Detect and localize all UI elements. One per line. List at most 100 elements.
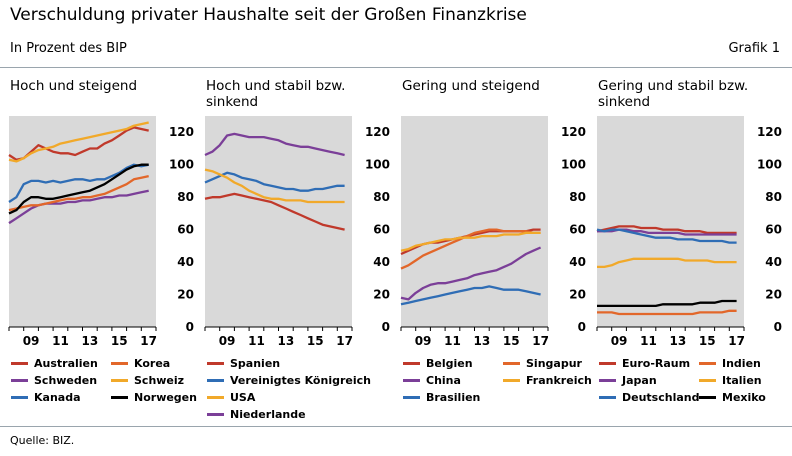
series-line-schweiz <box>8 121 149 163</box>
legend-swatch <box>699 361 716 365</box>
legend-item: Spanien <box>207 357 280 370</box>
x-tick-label: 11 <box>640 334 657 348</box>
legend-label: Niederlande <box>230 408 306 421</box>
legend-swatch <box>599 395 616 399</box>
legend-swatch <box>11 361 28 365</box>
legend-item: Mexiko <box>699 391 766 404</box>
x-tick-label: 11 <box>52 334 69 348</box>
x-tick-label: 11 <box>444 334 461 348</box>
legend-item: Vereinigtes Königreich <box>207 374 371 387</box>
x-tick-label: 13 <box>669 334 686 348</box>
x-tick-label: 17 <box>140 334 157 348</box>
y-tick-label: 80 <box>765 190 782 204</box>
y-tick-label: 80 <box>177 190 194 204</box>
series-line-kanada <box>8 163 149 203</box>
series-line-schweden <box>8 189 149 225</box>
y-tick-label: 120 <box>169 125 194 139</box>
y-tick-label: 40 <box>373 255 390 269</box>
series-line-spanien <box>204 192 345 231</box>
legend-label: Euro-Raum <box>622 357 691 370</box>
y-tick-label: 20 <box>765 288 782 302</box>
y-tick-label: 40 <box>765 255 782 269</box>
legend-item: USA <box>207 391 255 404</box>
x-tick-label: 13 <box>473 334 490 348</box>
legend-swatch <box>403 361 420 365</box>
series-line-euro-raum <box>596 225 737 235</box>
y-tick-label: 100 <box>757 158 782 172</box>
y-tick-label: 100 <box>365 158 390 172</box>
legend-item: Schweiz <box>111 374 184 387</box>
x-tick-label: 17 <box>336 334 353 348</box>
y-tick-label: 120 <box>561 125 586 139</box>
chart-title: Verschuldung privater Haushalte seit der… <box>10 5 527 25</box>
series-line-deutschland <box>596 228 737 244</box>
legend-swatch <box>599 361 616 365</box>
legend-swatch <box>403 378 420 382</box>
y-tick-label: 60 <box>765 223 782 237</box>
source-note: Quelle: BIZ. <box>10 434 75 447</box>
top-divider <box>0 67 792 68</box>
y-tick-label: 40 <box>177 255 194 269</box>
legend-swatch <box>503 361 520 365</box>
series-line-niederlande <box>204 132 345 157</box>
y-tick-label: 80 <box>373 190 390 204</box>
legend-swatch <box>207 361 224 365</box>
x-tick-label: 15 <box>503 334 520 348</box>
legend-label: Italien <box>722 374 762 387</box>
legend-swatch <box>111 395 128 399</box>
legend-item: Japan <box>599 374 657 387</box>
y-tick-label: 0 <box>578 320 586 334</box>
legend-item: Norwegen <box>111 391 197 404</box>
x-tick-label: 13 <box>81 334 98 348</box>
legend-label: Norwegen <box>134 391 197 404</box>
x-tick-label: 15 <box>307 334 324 348</box>
legend-item: Indien <box>699 357 761 370</box>
plot-area <box>401 116 548 327</box>
series-line-usa <box>204 168 345 204</box>
x-tick-label: 09 <box>23 334 40 348</box>
legend-label: China <box>426 374 461 387</box>
panel-title-1: Hoch und steigend <box>10 78 138 94</box>
x-tick-label: 17 <box>532 334 549 348</box>
y-tick-label: 20 <box>569 288 586 302</box>
y-tick-label: 120 <box>365 125 390 139</box>
x-tick-label: 09 <box>611 334 628 348</box>
legend-swatch <box>599 378 616 382</box>
legend-label: Indien <box>722 357 761 370</box>
legend-swatch <box>111 378 128 382</box>
legend-label: Schweden <box>34 374 98 387</box>
legend-label: Deutschland <box>622 391 700 404</box>
x-tick-label: 15 <box>699 334 716 348</box>
legend-swatch <box>503 378 520 382</box>
y-tick-label: 60 <box>177 223 194 237</box>
legend-item: China <box>403 374 461 387</box>
panel-title-2: Hoch und stabil bzw. sinkend <box>206 78 346 110</box>
series-line-frankreich <box>400 231 541 252</box>
plot-area <box>9 116 156 327</box>
y-tick-label: 80 <box>569 190 586 204</box>
legend-swatch <box>11 395 28 399</box>
legend-item: Belgien <box>403 357 473 370</box>
legend-item: Schweden <box>11 374 97 387</box>
legend-label: Frankreich <box>526 374 592 387</box>
series-line-singapur <box>400 228 541 270</box>
legend-label: Australien <box>34 357 98 370</box>
y-tick-label: 0 <box>774 320 782 334</box>
y-tick-label: 0 <box>382 320 390 334</box>
y-tick-label: 20 <box>177 288 194 302</box>
legend-label: Mexiko <box>722 391 766 404</box>
series-line-vereinigtes-k-nigreich <box>204 171 345 192</box>
legend-swatch <box>699 395 716 399</box>
legend-item: Deutschland <box>599 391 699 404</box>
series-line-norwegen <box>8 163 149 215</box>
legend-item: Singapur <box>503 357 582 370</box>
legend-label: Kanada <box>34 391 81 404</box>
y-tick-label: 60 <box>373 223 390 237</box>
x-tick-label: 13 <box>277 334 294 348</box>
legend-swatch <box>403 395 420 399</box>
legend-item: Korea <box>111 357 170 370</box>
plot-area <box>205 116 352 327</box>
legend-swatch <box>207 395 224 399</box>
legend-item: Australien <box>11 357 98 370</box>
y-tick-label: 120 <box>757 125 782 139</box>
